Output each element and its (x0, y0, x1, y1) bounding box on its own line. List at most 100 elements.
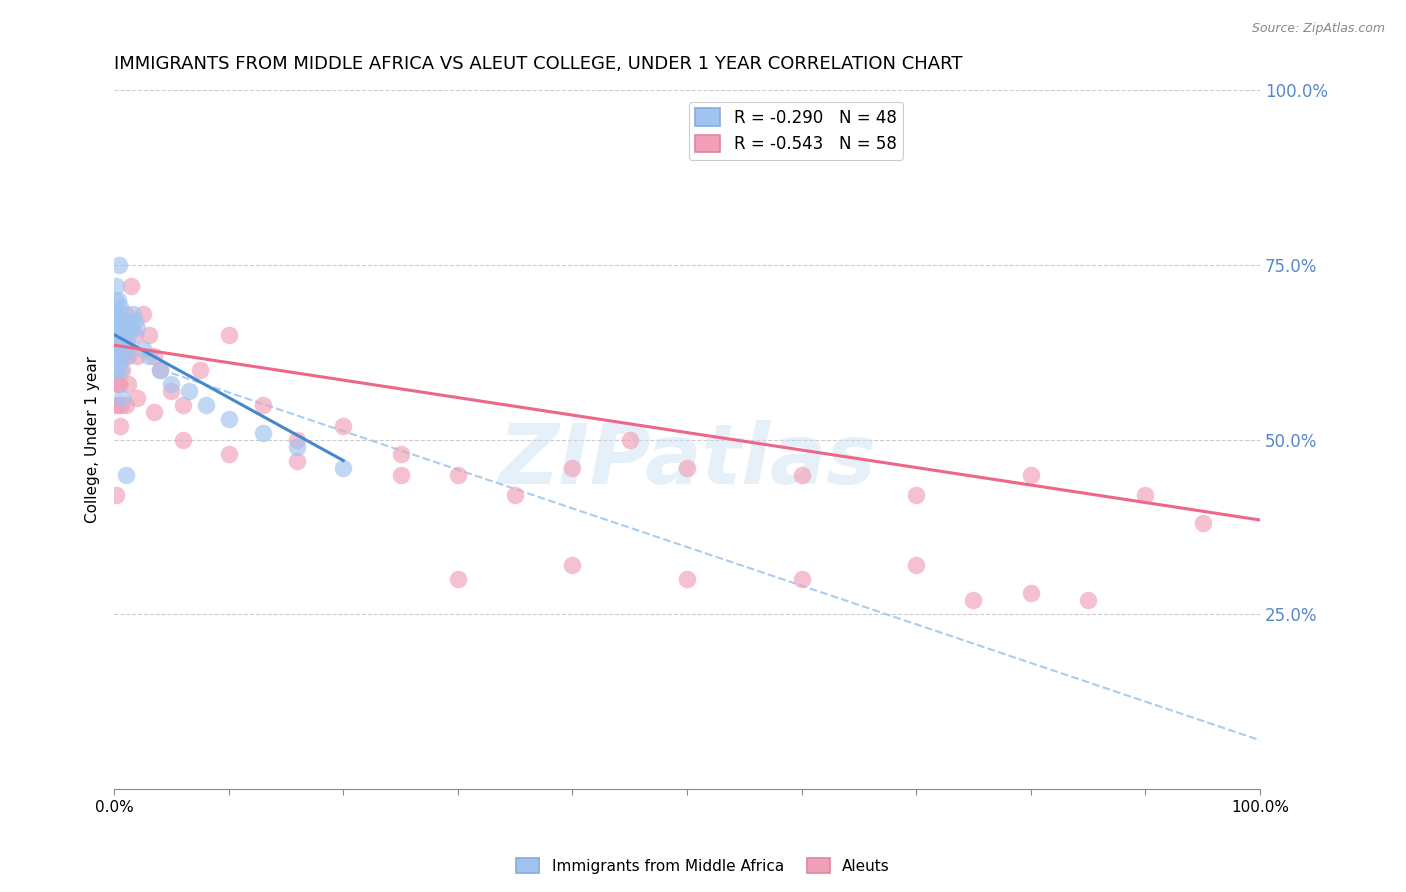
Point (114, 467, 136, 482)
Point (132, 307, 155, 321)
Point (619, 433, 641, 447)
Point (389, 467, 412, 482)
Point (114, 307, 136, 321)
Point (105, 334, 128, 349)
Point (1077, 593, 1099, 607)
Point (1135, 488, 1157, 502)
Point (172, 398, 194, 412)
Point (218, 327, 240, 342)
Point (105, 327, 128, 342)
Point (107, 258, 129, 272)
Point (188, 362, 211, 376)
Point (252, 398, 274, 412)
Point (132, 342, 155, 356)
Point (107, 342, 129, 356)
Point (107, 342, 129, 356)
Point (561, 558, 583, 573)
Point (105, 488, 128, 502)
Point (160, 376, 183, 391)
Point (138, 349, 160, 363)
Y-axis label: College, Under 1 year: College, Under 1 year (86, 356, 100, 523)
Point (111, 334, 134, 349)
Point (1191, 516, 1213, 531)
Point (110, 334, 132, 349)
Point (905, 558, 928, 573)
Point (114, 342, 136, 356)
Legend: Immigrants from Middle Africa, Aleuts: Immigrants from Middle Africa, Aleuts (510, 852, 896, 880)
Point (105, 362, 128, 376)
Point (108, 342, 131, 356)
Point (107, 327, 129, 342)
Point (149, 362, 172, 376)
Point (108, 349, 131, 363)
Point (111, 391, 134, 405)
Point (120, 314, 142, 328)
Point (194, 398, 217, 412)
Point (108, 362, 131, 376)
Point (104, 362, 127, 376)
Point (218, 411, 240, 425)
Point (790, 467, 813, 482)
Point (127, 320, 149, 334)
Point (503, 488, 526, 502)
Point (124, 327, 146, 342)
Point (143, 404, 166, 418)
Point (447, 467, 470, 482)
Legend: R = -0.290   N = 48, R = -0.543   N = 58: R = -0.290 N = 48, R = -0.543 N = 58 (689, 102, 903, 160)
Point (1019, 467, 1042, 482)
Point (127, 349, 149, 363)
Point (115, 334, 138, 349)
Point (104, 320, 127, 334)
Point (177, 384, 200, 398)
Point (962, 593, 984, 607)
Point (105, 314, 128, 328)
Point (114, 398, 136, 412)
Point (172, 433, 194, 447)
Point (160, 384, 183, 398)
Point (218, 446, 240, 460)
Point (105, 278, 128, 293)
Point (676, 573, 699, 587)
Point (104, 398, 127, 412)
Point (447, 573, 470, 587)
Point (676, 460, 699, 475)
Point (332, 460, 354, 475)
Point (389, 446, 412, 460)
Point (149, 362, 172, 376)
Point (112, 327, 135, 342)
Point (107, 334, 129, 349)
Point (105, 376, 128, 391)
Point (138, 327, 160, 342)
Point (287, 433, 309, 447)
Point (107, 327, 129, 342)
Point (117, 376, 139, 391)
Point (104, 307, 127, 321)
Point (104, 293, 127, 307)
Point (107, 398, 129, 412)
Point (107, 376, 129, 391)
Point (114, 349, 136, 363)
Point (1019, 586, 1042, 600)
Point (561, 460, 583, 475)
Point (108, 320, 131, 334)
Point (107, 356, 129, 370)
Point (110, 398, 132, 412)
Point (105, 349, 128, 363)
Point (905, 488, 928, 502)
Point (121, 307, 143, 321)
Point (111, 327, 134, 342)
Point (120, 278, 142, 293)
Point (143, 349, 166, 363)
Point (127, 391, 149, 405)
Point (252, 425, 274, 440)
Point (287, 453, 309, 467)
Point (111, 314, 134, 328)
Point (287, 440, 309, 454)
Point (107, 293, 129, 307)
Point (112, 349, 135, 363)
Text: IMMIGRANTS FROM MIDDLE AFRICA VS ALEUT COLLEGE, UNDER 1 YEAR CORRELATION CHART: IMMIGRANTS FROM MIDDLE AFRICA VS ALEUT C… (114, 55, 963, 73)
Point (104, 349, 127, 363)
Point (790, 573, 813, 587)
Point (111, 362, 134, 376)
Point (124, 314, 146, 328)
